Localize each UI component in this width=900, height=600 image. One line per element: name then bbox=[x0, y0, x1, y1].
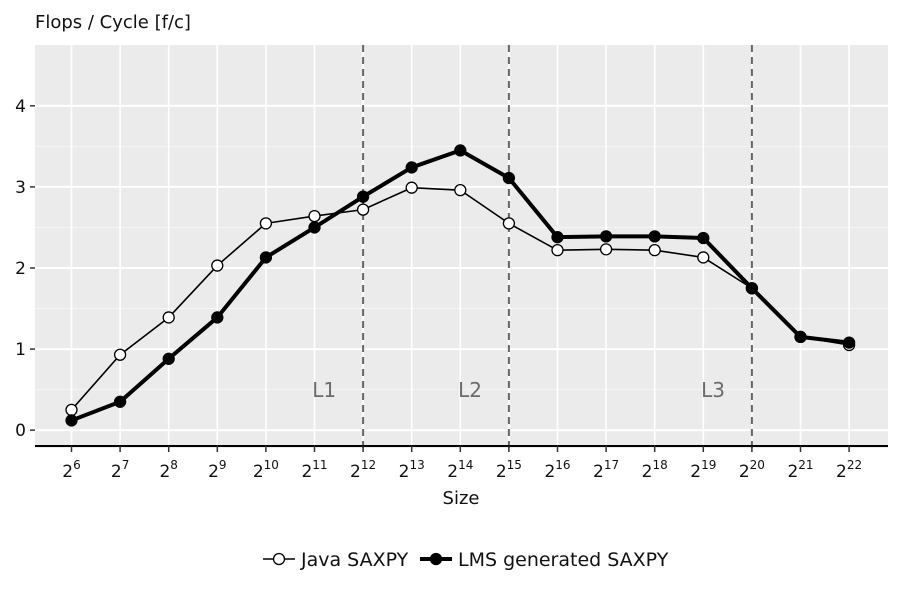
point-1-12 bbox=[648, 230, 661, 243]
x-tick-label-9: 29 bbox=[208, 458, 226, 482]
cache-boundaries: L1 L2 L3 bbox=[312, 45, 753, 448]
point-1-4 bbox=[259, 251, 273, 264]
point-0-8 bbox=[454, 183, 467, 197]
point-0-7 bbox=[405, 181, 418, 194]
x-tick-label-8: 28 bbox=[159, 458, 177, 482]
x-tick-exponent: 19 bbox=[701, 458, 716, 472]
point-1-16 bbox=[842, 336, 856, 349]
point-0-0 bbox=[65, 403, 78, 417]
cache-label-L1: L1 bbox=[312, 378, 336, 402]
x-tick-exponent: 15 bbox=[507, 458, 522, 472]
point-1-5 bbox=[308, 221, 321, 234]
point-0-6 bbox=[356, 203, 370, 216]
point-0-5 bbox=[308, 209, 321, 223]
x-tick-label-15: 215 bbox=[496, 458, 522, 482]
x-tick-exponent: 14 bbox=[458, 458, 473, 472]
x-tick-exponent: 6 bbox=[73, 458, 81, 472]
point-0-11 bbox=[599, 243, 613, 256]
legend-marker-1 bbox=[429, 552, 443, 566]
point-1-9 bbox=[502, 171, 516, 185]
x-tick-exponent: 21 bbox=[798, 458, 813, 472]
x-tick-label-22: 222 bbox=[836, 458, 862, 482]
y-tick-label-2: 2 bbox=[15, 259, 26, 279]
x-tick-label-13: 213 bbox=[399, 458, 425, 482]
x-tick-exponent: 13 bbox=[409, 458, 424, 472]
x-tick-label-7: 27 bbox=[111, 458, 129, 482]
series-lines bbox=[65, 144, 856, 427]
x-tick-label-16: 216 bbox=[544, 458, 570, 482]
y-tick-label-3: 3 bbox=[15, 178, 26, 198]
point-1-1 bbox=[113, 395, 127, 408]
x-tick-label-6: 26 bbox=[62, 458, 80, 482]
x-tick-exponent: 11 bbox=[312, 458, 327, 472]
plot-panel bbox=[35, 45, 888, 448]
y-tick-label-0: 0 bbox=[15, 421, 26, 441]
legend-label-0: Java SAXPY bbox=[300, 549, 409, 571]
point-0-9 bbox=[502, 217, 516, 230]
point-1-8 bbox=[454, 144, 467, 157]
x-tick-label-18: 218 bbox=[642, 458, 668, 482]
x-tick-label-19: 219 bbox=[690, 458, 716, 482]
x-tick-exponent: 9 bbox=[219, 458, 227, 472]
point-1-10 bbox=[551, 231, 564, 244]
y-axis-title: Flops / Cycle [f/c] bbox=[35, 12, 191, 33]
point-1-15 bbox=[794, 330, 807, 344]
point-1-7 bbox=[405, 161, 418, 174]
point-1-2 bbox=[162, 352, 175, 365]
x-tick-exponent: 7 bbox=[122, 458, 130, 472]
x-tick-label-20: 220 bbox=[739, 458, 765, 482]
x-axis-ticks: 26 27 28 29 210 211 212 213 214 215 216 217 218 219 22… bbox=[62, 446, 862, 482]
point-1-6 bbox=[356, 190, 370, 203]
point-0-1 bbox=[113, 348, 127, 361]
legend: Java SAXPY LMS generated SAXPY bbox=[263, 549, 669, 571]
x-tick-exponent: 8 bbox=[170, 458, 178, 472]
x-tick-label-17: 217 bbox=[593, 458, 619, 482]
x-tick-label-12: 212 bbox=[350, 458, 376, 482]
legend-marker-0 bbox=[272, 552, 286, 566]
y-tick-label-1: 1 bbox=[15, 340, 26, 360]
point-0-10 bbox=[551, 243, 564, 257]
point-0-2 bbox=[162, 311, 175, 324]
x-tick-exponent: 12 bbox=[361, 458, 376, 472]
cache-label-L2: L2 bbox=[458, 378, 482, 402]
y-axis-ticks: 0 1 2 3 4 bbox=[15, 97, 35, 441]
x-axis-title: Size bbox=[443, 488, 480, 509]
x-tick-exponent: 18 bbox=[652, 458, 667, 472]
x-tick-label-21: 221 bbox=[787, 458, 813, 482]
x-tick-label-10: 210 bbox=[253, 458, 279, 482]
point-1-13 bbox=[697, 231, 710, 245]
point-0-3 bbox=[211, 259, 224, 272]
point-1-11 bbox=[599, 230, 613, 243]
x-tick-label-11: 211 bbox=[301, 458, 327, 482]
x-tick-exponent: 22 bbox=[847, 458, 862, 472]
x-tick-exponent: 20 bbox=[750, 458, 765, 472]
cache-label-L3: L3 bbox=[701, 378, 725, 402]
x-tick-label-14: 214 bbox=[447, 458, 473, 482]
point-0-13 bbox=[697, 251, 710, 264]
x-tick-exponent: 10 bbox=[264, 458, 279, 472]
point-1-0 bbox=[65, 414, 78, 427]
point-1-14 bbox=[745, 282, 759, 295]
x-tick-exponent: 17 bbox=[604, 458, 619, 472]
point-0-4 bbox=[259, 217, 273, 230]
point-1-3 bbox=[211, 311, 224, 324]
point-0-12 bbox=[648, 243, 661, 257]
x-tick-exponent: 16 bbox=[555, 458, 570, 472]
legend-label-1: LMS generated SAXPY bbox=[458, 549, 669, 571]
y-tick-label-4: 4 bbox=[15, 97, 26, 117]
